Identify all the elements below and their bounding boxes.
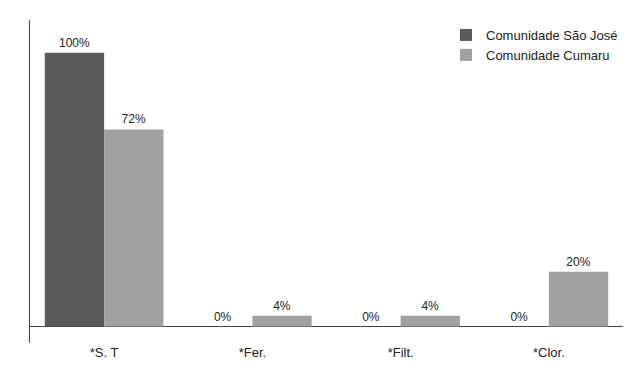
svg-text:*Filt.: *Filt.	[388, 345, 414, 360]
svg-text:*Fer.: *Fer.	[239, 345, 266, 360]
svg-text:20%: 20%	[566, 255, 590, 269]
svg-text:0%: 0%	[510, 310, 528, 324]
svg-text:Comunidade Cumaru: Comunidade Cumaru	[486, 48, 610, 63]
svg-text:0%: 0%	[214, 310, 232, 324]
svg-text:0%: 0%	[362, 310, 380, 324]
svg-text:Comunidade São José: Comunidade São José	[486, 28, 618, 43]
svg-text:72%: 72%	[122, 112, 146, 126]
svg-text:100%: 100%	[59, 36, 90, 50]
svg-text:*Clor.: *Clor.	[533, 345, 565, 360]
svg-text:4%: 4%	[421, 299, 439, 313]
svg-text:4%: 4%	[273, 299, 291, 313]
svg-text:*S. T: *S. T	[90, 345, 119, 360]
